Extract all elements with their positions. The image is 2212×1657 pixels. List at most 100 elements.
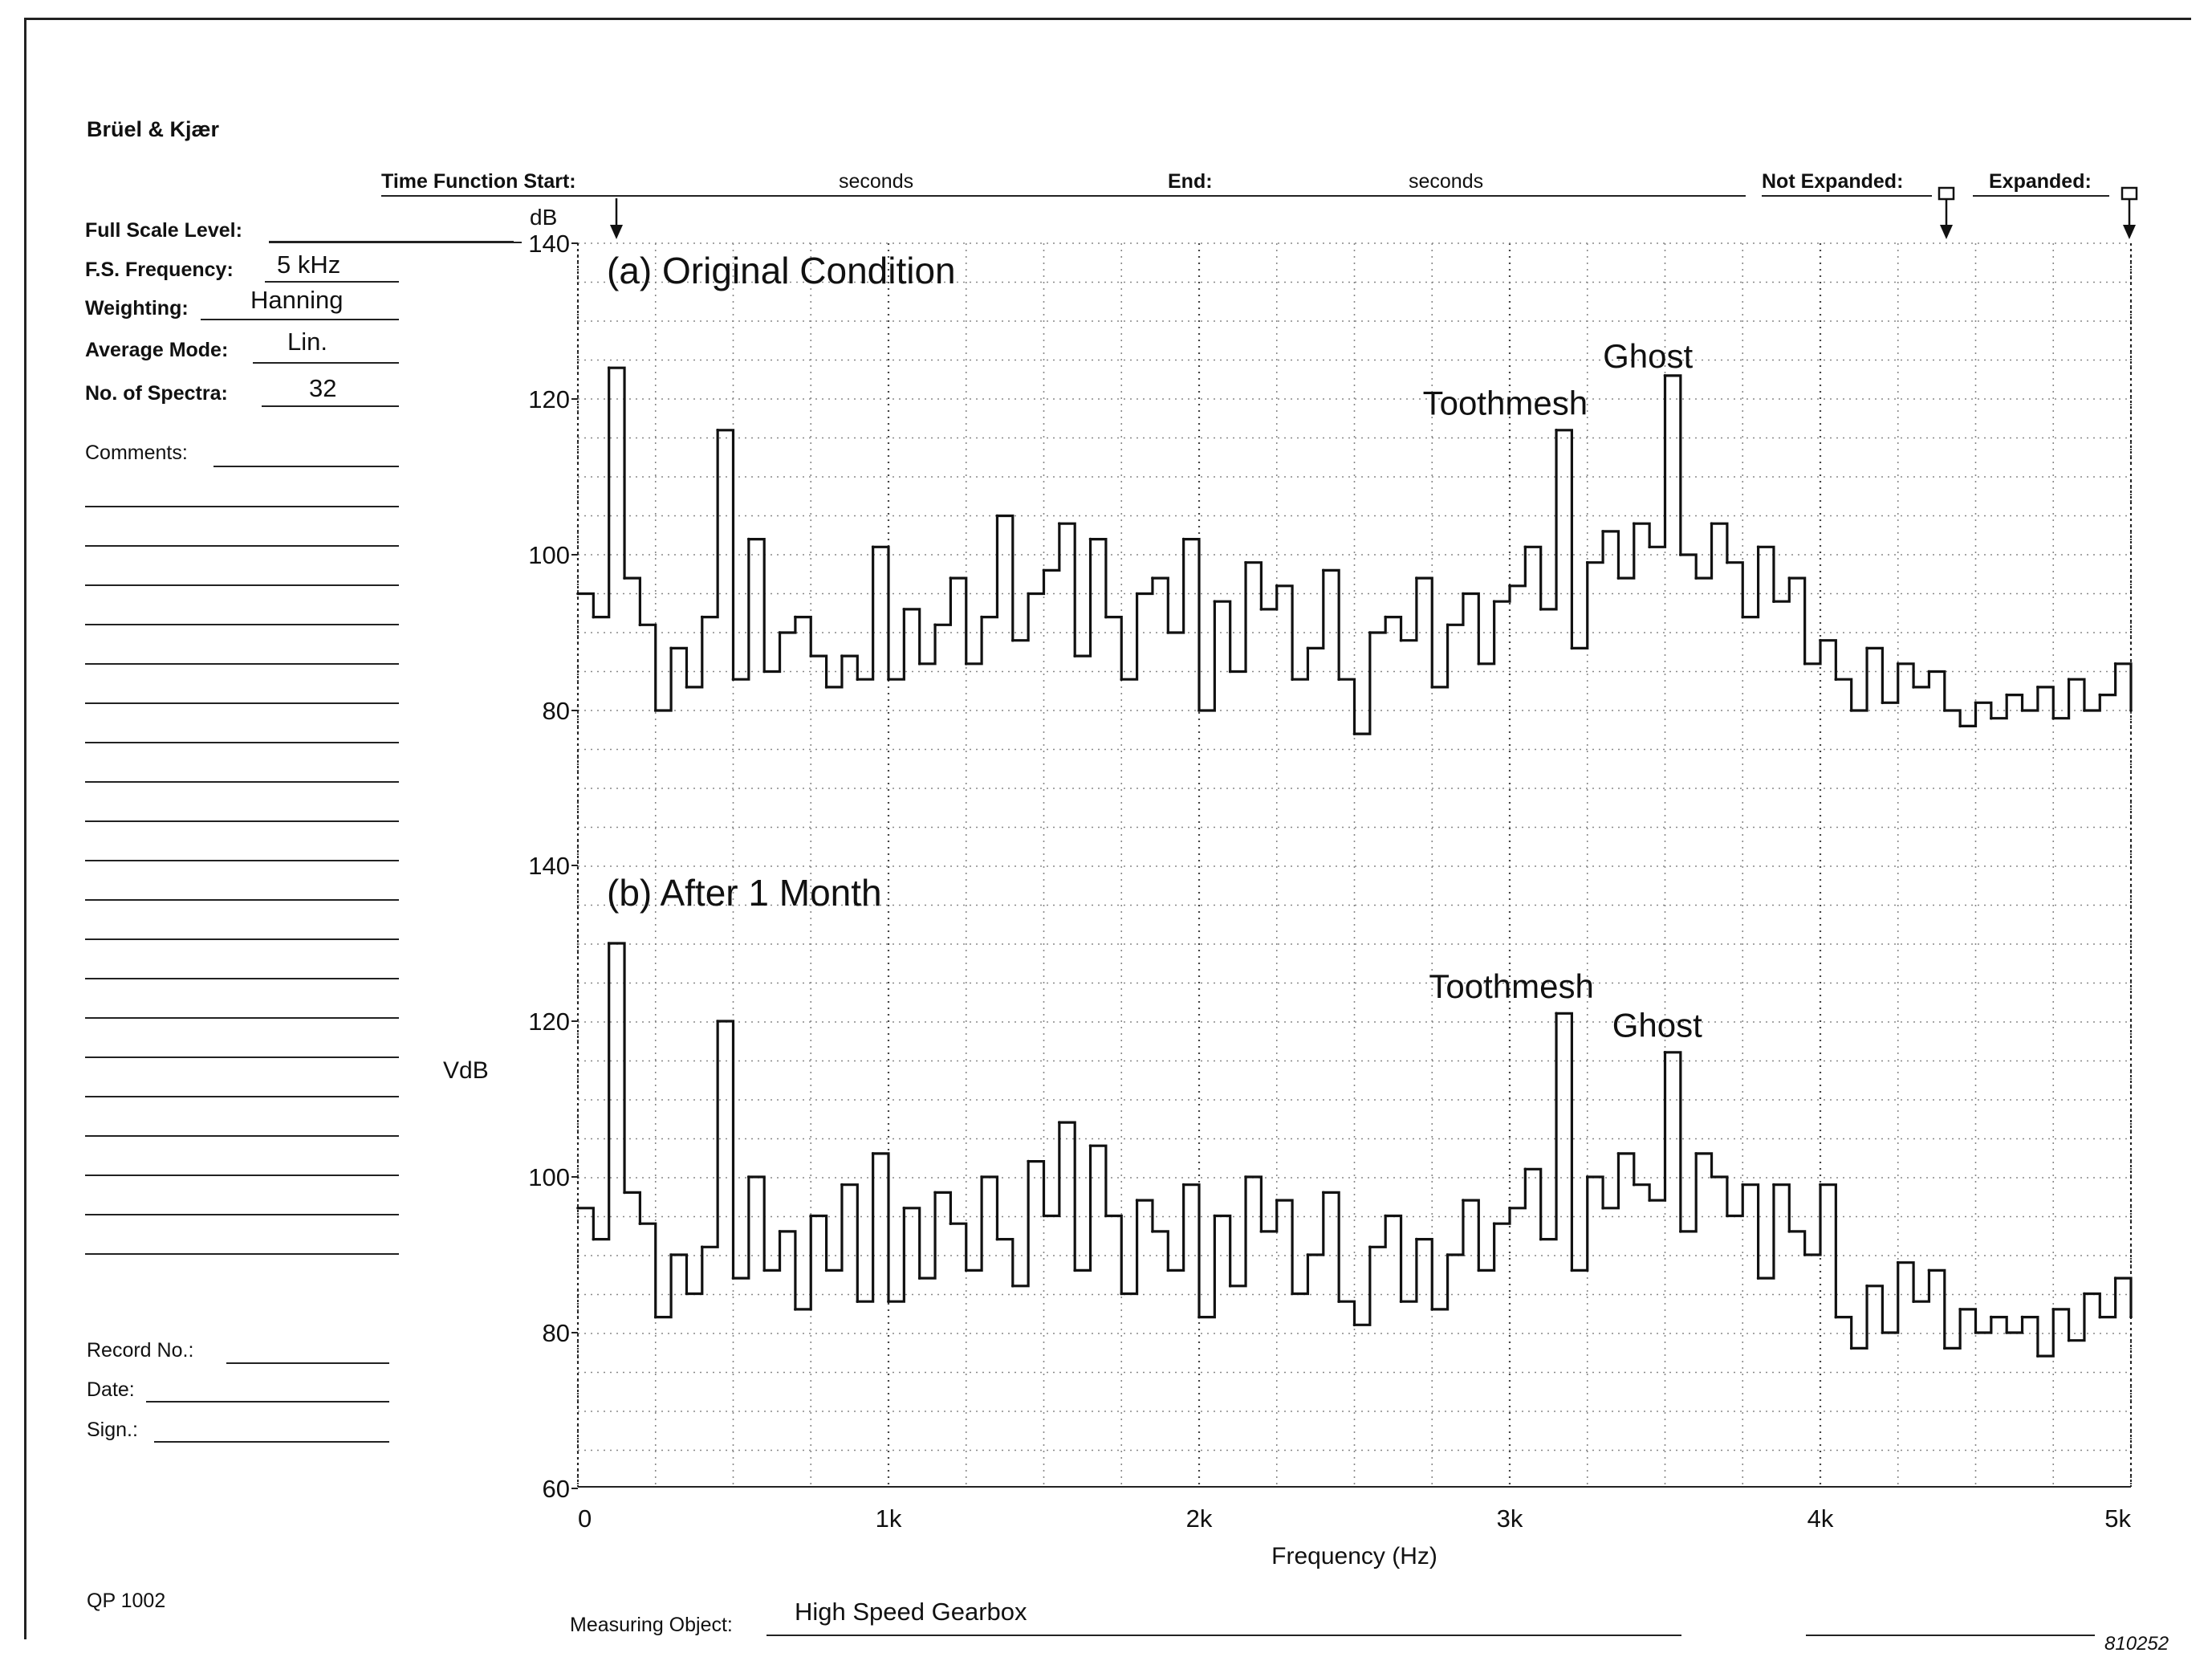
spectrum-line	[578, 368, 2131, 734]
spectrum-point	[1104, 1215, 1108, 1218]
spectrum-point	[1229, 1284, 1232, 1288]
series-layer	[576, 366, 2133, 1357]
db-unit-label: dB	[530, 205, 557, 230]
spectrum-point	[1120, 1293, 1123, 1296]
spectrum-point	[701, 1246, 704, 1249]
spectrum-point	[1151, 1230, 1154, 1233]
spectrum-point	[2083, 1293, 2086, 1296]
y-tick-label: 120	[528, 385, 570, 413]
spectrum-point	[592, 616, 596, 619]
spectrum-point	[779, 1230, 782, 1233]
y-tick-label: 80	[543, 1319, 570, 1347]
spectrum-point	[1368, 631, 1372, 634]
spectrum-point	[732, 1276, 735, 1280]
spectrum-point	[1058, 522, 1061, 525]
spectrum-point	[903, 608, 906, 611]
y-axis-label: VdB	[443, 1057, 489, 1084]
spectrum-point	[965, 662, 968, 666]
spectrum-point	[2129, 709, 2133, 712]
spectrum-point	[1633, 1183, 1636, 1187]
annotation-label: Toothmesh	[1423, 384, 1588, 421]
spectrum-point	[2083, 709, 2086, 712]
spectrum-point	[1586, 561, 1589, 564]
spectrum-point	[918, 662, 921, 666]
spectrum-point	[1539, 1238, 1543, 1241]
spectrum-point	[1648, 546, 1651, 549]
spectrum-point	[1912, 1300, 1915, 1303]
spectrum-point	[1679, 553, 1682, 556]
spectrum-point	[856, 678, 860, 681]
spectrum-point	[1664, 1051, 1667, 1054]
spectrum-point	[1415, 576, 1418, 580]
spectrum-point	[1446, 1253, 1450, 1256]
spectrum-point	[1089, 1144, 1092, 1147]
spectrum-point	[1120, 678, 1123, 681]
spectrum-point	[1726, 1215, 1729, 1218]
spectrum-point	[1353, 1324, 1356, 1327]
spectrum-point	[1710, 522, 1714, 525]
x-axis-label: Frequency (Hz)	[1271, 1543, 1437, 1569]
spectrum-point	[1307, 1253, 1310, 1256]
spectrum-point	[840, 1183, 844, 1187]
spectrum-point	[1571, 1269, 1574, 1272]
not-expanded-checkbox	[1939, 188, 1954, 199]
x-tick-label: 2k	[1186, 1504, 1213, 1533]
spectrum-point	[1694, 576, 1698, 580]
spectrum-point	[1788, 1230, 1791, 1233]
spectrum-point	[1508, 1207, 1511, 1210]
axis-layer	[269, 188, 2137, 1488]
spectrum-point	[1865, 1284, 1868, 1288]
spectrum-point	[2114, 1276, 2117, 1280]
spectrum-point	[747, 1175, 750, 1179]
spectrum-point	[1633, 522, 1636, 525]
x-tick-label: 1k	[876, 1504, 902, 1533]
panel-title: (a) Original Condition	[607, 250, 956, 291]
spectrum-point	[1043, 569, 1046, 572]
spectrum-point	[1741, 616, 1744, 619]
spectrum-point	[1928, 1269, 1931, 1272]
spectrum-point	[592, 1238, 596, 1241]
spectrum-point	[1757, 1276, 1760, 1280]
spectrum-point	[1508, 584, 1511, 588]
spectrum-point	[1772, 600, 1775, 603]
spectrum-point	[2005, 694, 2008, 697]
spectrum-point	[1151, 576, 1154, 580]
annotation-label: Toothmesh	[1429, 967, 1593, 1005]
spectrum-point	[1524, 546, 1527, 549]
y-tick-label: 80	[543, 697, 570, 725]
spectrum-point	[840, 654, 844, 658]
annotation-label: Ghost	[1612, 1006, 1702, 1044]
spectrum-point	[887, 1300, 890, 1303]
start-marker-arrowhead	[610, 225, 623, 239]
spectrum-point	[1679, 1230, 1682, 1233]
spectrum-point	[1974, 1331, 1978, 1334]
spectrum-point	[1943, 1347, 1946, 1350]
spectrum-point	[1182, 1183, 1185, 1187]
spectrum-point	[794, 1308, 797, 1311]
spectrum-point	[1478, 1269, 1481, 1272]
spectrum-point	[639, 1222, 642, 1225]
spectrum-point	[1912, 686, 1915, 689]
spectrum-point	[716, 1020, 719, 1023]
spectrum-point	[872, 1152, 875, 1155]
spectrum-point	[1617, 576, 1620, 580]
spectrum-point	[1291, 1293, 1294, 1296]
spectrum-point	[623, 1191, 626, 1195]
annotation-label: Ghost	[1603, 337, 1693, 375]
spectrum-point	[1835, 678, 1838, 681]
spectrum-point	[949, 576, 953, 580]
spectrum-point	[2051, 1308, 2055, 1311]
spectrum-point	[2099, 694, 2102, 697]
spectrum-point	[1291, 678, 1294, 681]
spectrum-point	[669, 1253, 673, 1256]
spectrum-point	[1601, 530, 1604, 533]
spectrum-point	[1011, 1284, 1015, 1288]
label-layer: dB 0 1k 2k 3k 4k 5k Frequency (Hz) VdB 140 120 100 8…	[443, 205, 2131, 1569]
spectrum-point	[1555, 429, 1558, 432]
spectrum-point	[1571, 647, 1574, 650]
spectrum-point	[701, 616, 704, 619]
spectrum-point	[762, 670, 766, 674]
spectrum-point	[1990, 1316, 1993, 1319]
spectrum-point	[1897, 1261, 1900, 1264]
y-tick-label: 60	[543, 1475, 570, 1503]
